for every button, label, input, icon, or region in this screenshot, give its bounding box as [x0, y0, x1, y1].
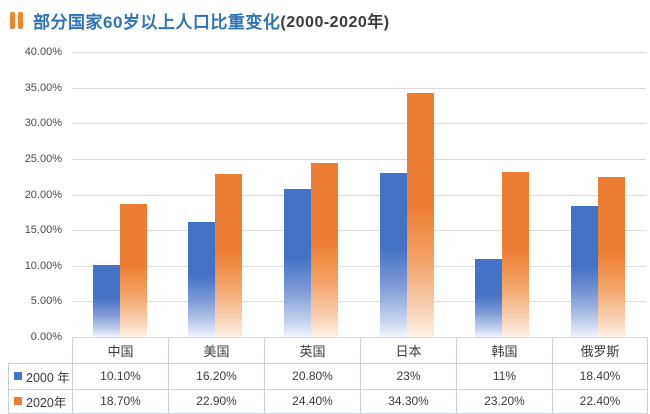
bar-2000-4 — [379, 173, 407, 337]
value-2020-3: 24.40% — [264, 388, 360, 414]
value-2000-5: 11% — [456, 363, 552, 389]
column-header-2: 美国 — [168, 337, 264, 363]
value-2020-2: 22.90% — [168, 388, 264, 414]
value-2020-1: 18.70% — [72, 388, 168, 414]
value-2000-1: 10.10% — [72, 363, 168, 389]
bar-2000-1 — [92, 265, 120, 337]
y-tick-label: 40.00% — [24, 46, 62, 58]
gridline — [72, 265, 646, 267]
column-header-5: 韩国 — [456, 337, 552, 363]
bar-2020-3 — [311, 163, 339, 337]
column-header-1: 中国 — [72, 337, 168, 363]
chart-plot-area — [72, 52, 646, 337]
y-tick-label: 35.00% — [24, 81, 62, 94]
column-header-4: 日本 — [360, 337, 456, 363]
bar-2000-2 — [188, 221, 216, 337]
bar-2020-4 — [406, 92, 434, 337]
bar-group-1 — [72, 52, 168, 337]
bar-group-3 — [263, 52, 359, 337]
title-bars-icon — [10, 11, 26, 29]
y-tick-label: 25.00% — [24, 152, 62, 165]
y-tick-label: 30.00% — [24, 117, 62, 130]
bar-2020-5 — [502, 171, 530, 337]
gridline — [72, 230, 646, 232]
y-tick-label: 20.00% — [24, 188, 62, 201]
bar-2020-6 — [598, 177, 626, 337]
gridline — [72, 158, 646, 160]
gridline — [72, 123, 646, 125]
value-2000-4: 23% — [360, 363, 456, 389]
table-corner-cell — [8, 337, 72, 363]
value-2000-2: 16.20% — [168, 363, 264, 389]
chart-title: 部分国家60岁以上人口比重变化 (2000-2020年) — [10, 7, 390, 33]
bar-group-2 — [168, 52, 264, 337]
bar-2000-6 — [571, 205, 599, 337]
y-tick-label: 5.00% — [30, 295, 62, 308]
data-table: 中国 美国 英国 日本 韩国 俄罗斯 2000 年 10.10% 16.20% 20.80% 23%… — [8, 337, 648, 414]
value-2000-3: 20.80% — [264, 363, 360, 389]
legend-swatch-2000 — [14, 372, 22, 381]
chart-title-text: 部分国家60岁以上人口比重变化 — [33, 12, 281, 32]
gridline — [72, 87, 646, 89]
legend-row-header-2000: 2000 年 — [8, 363, 72, 389]
bar-group-4 — [359, 52, 455, 337]
series-name-2000: 2000 年 — [26, 370, 70, 385]
column-header-6: 俄罗斯 — [552, 337, 648, 363]
value-2020-5: 23.20% — [456, 388, 552, 414]
legend-row-header-2020: 2020年 — [8, 388, 72, 414]
y-tick-label: 15.00% — [24, 224, 62, 237]
bar-2020-1 — [119, 203, 147, 337]
chart-title-suffix: (2000-2020年) — [280, 14, 390, 31]
legend-swatch-2020 — [14, 397, 22, 406]
column-header-3: 英国 — [264, 337, 360, 363]
value-2020-6: 22.40% — [552, 388, 648, 414]
y-tick-label: 0.00% — [30, 331, 62, 343]
bar-2000-5 — [475, 258, 503, 337]
series-name-2020: 2020年 — [26, 395, 67, 410]
gridline — [72, 194, 646, 196]
value-2000-6: 18.40% — [552, 363, 648, 389]
gridline — [72, 52, 646, 53]
bar-2000-3 — [284, 188, 312, 337]
gridline — [72, 301, 646, 303]
bar-group-6 — [550, 52, 646, 337]
value-2020-4: 34.30% — [360, 388, 456, 414]
y-tick-label: 10.00% — [24, 259, 62, 272]
bar-group-5 — [455, 52, 551, 337]
bar-2020-2 — [215, 173, 243, 337]
